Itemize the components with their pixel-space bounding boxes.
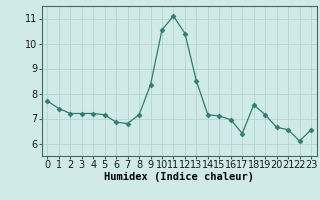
- X-axis label: Humidex (Indice chaleur): Humidex (Indice chaleur): [104, 172, 254, 182]
